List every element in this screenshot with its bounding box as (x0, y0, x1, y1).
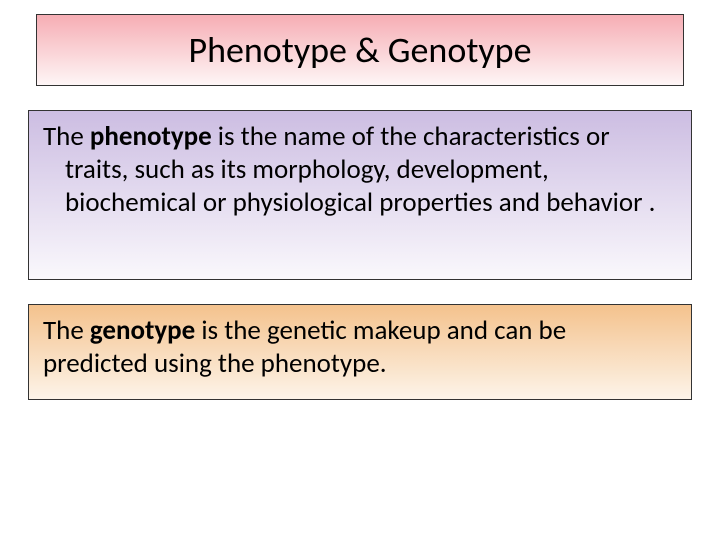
phenotype-rest1: is the name of the characteristics (212, 120, 580, 153)
phenotype-lead: The (43, 120, 90, 153)
genotype-text: The genotype is the genetic makeup and c… (43, 315, 677, 381)
phenotype-text: The phenotype is the name of the charact… (43, 121, 677, 220)
genotype-lead: The (43, 314, 90, 347)
title-box: Phenotype & Genotype (36, 14, 684, 86)
phenotype-box: The phenotype is the name of the charact… (28, 110, 692, 280)
genotype-bold: genotype (90, 314, 195, 347)
phenotype-bold: phenotype (90, 120, 212, 153)
slide-title: Phenotype & Genotype (188, 28, 531, 72)
genotype-box: The genotype is the genetic makeup and c… (28, 304, 692, 400)
